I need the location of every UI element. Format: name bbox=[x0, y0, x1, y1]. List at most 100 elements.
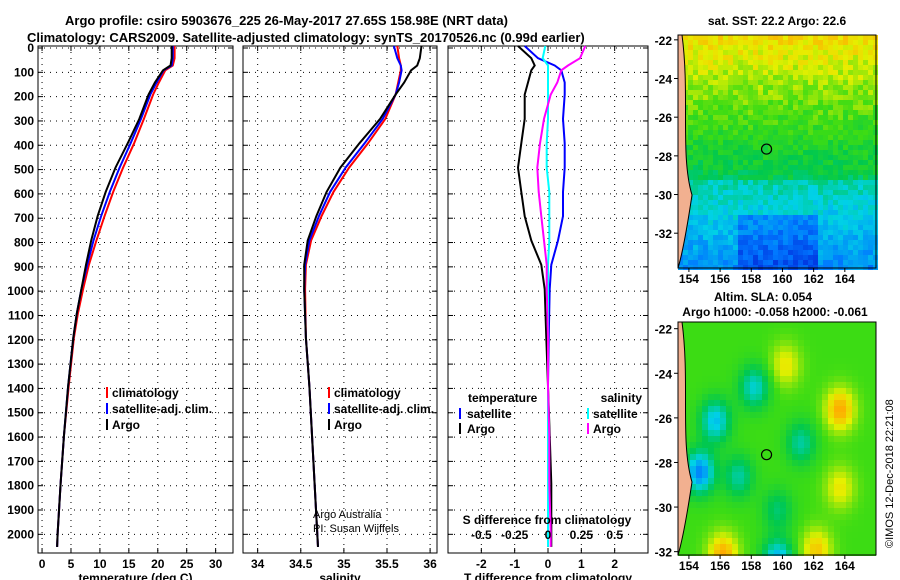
map-cell bbox=[778, 180, 783, 185]
map-cell bbox=[843, 145, 848, 150]
map-cell bbox=[868, 205, 873, 210]
map-cell bbox=[750, 322, 756, 328]
map-cell bbox=[768, 382, 774, 388]
map-cell bbox=[846, 520, 852, 526]
map-cell bbox=[753, 160, 758, 165]
map-cell bbox=[870, 346, 876, 352]
map-cell bbox=[858, 358, 864, 364]
map-cell bbox=[723, 165, 728, 170]
map-cell bbox=[732, 484, 738, 490]
map-cell bbox=[714, 472, 720, 478]
map-title-sla: Altim. SLA: 0.054 bbox=[714, 290, 812, 304]
map-cell bbox=[708, 502, 714, 508]
map-cell bbox=[714, 538, 720, 544]
map-cell bbox=[818, 55, 823, 60]
map-cell bbox=[768, 35, 773, 40]
map-cell bbox=[798, 45, 803, 50]
map-cell bbox=[798, 430, 804, 436]
map-cell bbox=[843, 120, 848, 125]
map-cell bbox=[753, 45, 758, 50]
map-cell bbox=[773, 85, 778, 90]
map-cell bbox=[870, 334, 876, 340]
map-cell bbox=[783, 45, 788, 50]
map-cell bbox=[744, 352, 750, 358]
legend-entry-temperature: satellite bbox=[467, 407, 512, 421]
map-cell bbox=[768, 245, 773, 250]
map-cell bbox=[758, 85, 763, 90]
map-cell bbox=[853, 55, 858, 60]
map-cell bbox=[853, 120, 858, 125]
map-cell bbox=[684, 430, 690, 436]
map-cell bbox=[808, 255, 813, 260]
map-cell bbox=[728, 220, 733, 225]
map-cell bbox=[732, 346, 738, 352]
map-cell bbox=[838, 70, 843, 75]
map-cell bbox=[864, 394, 870, 400]
map-cell bbox=[693, 235, 698, 240]
map-cell bbox=[780, 346, 786, 352]
map-cell bbox=[756, 544, 762, 550]
map-cell bbox=[828, 514, 834, 520]
map-cell bbox=[840, 436, 846, 442]
map-cell bbox=[870, 472, 876, 478]
map-cell bbox=[726, 424, 732, 430]
map-cell bbox=[863, 50, 868, 55]
map-cell bbox=[738, 370, 744, 376]
map-cell bbox=[768, 550, 774, 556]
map-cell bbox=[738, 532, 744, 538]
map-cell bbox=[714, 364, 720, 370]
map-cell bbox=[848, 240, 853, 245]
map-cell bbox=[750, 406, 756, 412]
map-cell bbox=[833, 35, 838, 40]
map-cell bbox=[763, 150, 768, 155]
map-cell bbox=[774, 538, 780, 544]
map-cell bbox=[822, 544, 828, 550]
map-cell bbox=[778, 130, 783, 135]
map-frame bbox=[677, 34, 877, 269]
map-cell bbox=[786, 424, 792, 430]
map-cell bbox=[864, 478, 870, 484]
map-cell bbox=[733, 110, 738, 115]
map-cell bbox=[690, 466, 696, 472]
map-cell bbox=[803, 35, 808, 40]
map-cell bbox=[803, 90, 808, 95]
map-cell bbox=[768, 230, 773, 235]
map-cell bbox=[780, 460, 786, 466]
map-cell bbox=[773, 215, 778, 220]
map-cell bbox=[828, 460, 834, 466]
map-cell bbox=[726, 376, 732, 382]
map-cell bbox=[828, 430, 834, 436]
map-cell bbox=[698, 215, 703, 220]
map-cell bbox=[798, 532, 804, 538]
map-cell bbox=[762, 340, 768, 346]
map-cell bbox=[804, 484, 810, 490]
map-cell bbox=[750, 496, 756, 502]
map-cell bbox=[728, 200, 733, 205]
map-cell bbox=[698, 230, 703, 235]
map-cell bbox=[788, 110, 793, 115]
map-cell bbox=[690, 418, 696, 424]
map-cell bbox=[728, 245, 733, 250]
map-cell bbox=[750, 382, 756, 388]
map-cell bbox=[723, 215, 728, 220]
map-cell bbox=[792, 352, 798, 358]
map-cell bbox=[798, 125, 803, 130]
map-cell bbox=[774, 478, 780, 484]
map-cell bbox=[750, 484, 756, 490]
map-cell bbox=[733, 260, 738, 265]
map-cell bbox=[834, 442, 840, 448]
panel-salinity: 34 34.5 35 35.5 36salinityclimatologysatelli… bbox=[242, 45, 438, 580]
map-cell bbox=[714, 544, 720, 550]
map-cell bbox=[698, 180, 703, 185]
map-cell bbox=[723, 75, 728, 80]
map-cell bbox=[753, 180, 758, 185]
map-cell bbox=[780, 490, 786, 496]
map-cell bbox=[708, 45, 713, 50]
map-cell bbox=[723, 190, 728, 195]
map-cell bbox=[786, 508, 792, 514]
map-cell bbox=[720, 382, 726, 388]
map-cell bbox=[723, 35, 728, 40]
map-cell bbox=[748, 45, 753, 50]
map-cell bbox=[748, 155, 753, 160]
